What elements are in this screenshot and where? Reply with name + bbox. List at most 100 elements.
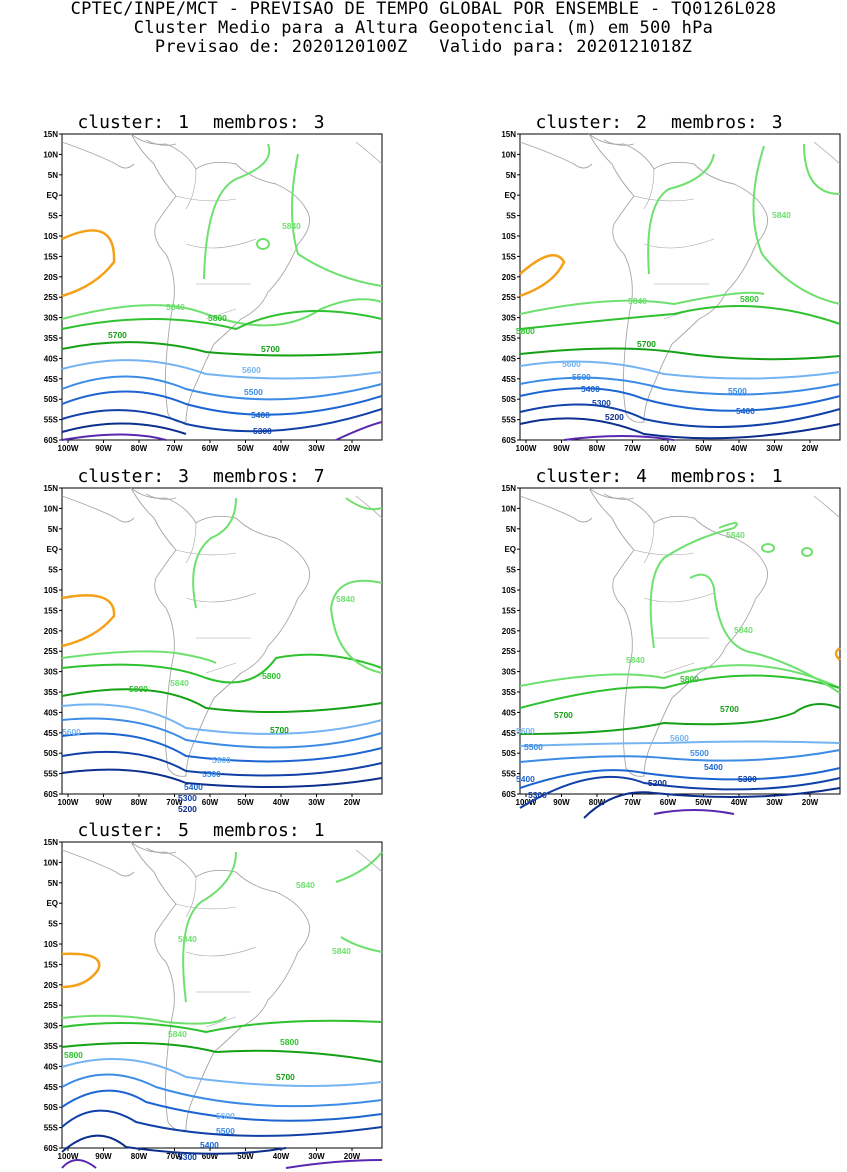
lat-tick-label: 5S bbox=[48, 566, 58, 575]
lon-tick-label: 80W bbox=[131, 798, 148, 807]
lon-tick-label: 90W bbox=[553, 798, 570, 807]
contour-label: 5700 bbox=[554, 710, 573, 720]
lat-tick-label: 25S bbox=[502, 647, 517, 656]
map-frame bbox=[519, 487, 841, 795]
contour-label: 5800 bbox=[740, 294, 759, 304]
contour-label: 5600 bbox=[242, 365, 261, 375]
lon-tick-label: 50W bbox=[695, 444, 712, 453]
lat-tick-label: 35S bbox=[44, 1042, 59, 1051]
lat-tick-label: 40S bbox=[502, 708, 517, 717]
lat-tick-label: 30S bbox=[502, 314, 517, 323]
lat-tick-label: 55S bbox=[502, 770, 517, 779]
panel-title: cluster: 1 membros: 3 bbox=[36, 112, 366, 133]
lat-tick-label: 25S bbox=[44, 1001, 59, 1010]
contour-layer bbox=[61, 497, 383, 788]
lat-tick-label: 50S bbox=[44, 395, 59, 404]
contour-label: 5800 bbox=[280, 1037, 299, 1047]
cluster-number: 1 bbox=[178, 112, 189, 133]
contour-labels: 5840 5840 5800 5700 5700 5600 5500 5400 … bbox=[108, 221, 301, 436]
contour-label: 5700 bbox=[261, 344, 280, 354]
lon-tick-label: 90W bbox=[95, 444, 112, 453]
header-line-2: Cluster Medio para a Altura Geopotencial… bbox=[133, 18, 714, 38]
lat-tick-label: 10S bbox=[44, 232, 59, 241]
lat-tick-label: 40S bbox=[44, 1062, 59, 1071]
country-borders bbox=[175, 168, 257, 320]
lon-tick-label: 60W bbox=[202, 798, 219, 807]
lat-tick-label: 35S bbox=[502, 334, 517, 343]
lon-tick-label: 70W bbox=[624, 798, 641, 807]
contour-label: 5840 bbox=[166, 302, 185, 312]
country-borders bbox=[175, 876, 257, 1028]
lat-tick-label: EQ bbox=[504, 545, 516, 554]
lat-tick-label: 15S bbox=[502, 606, 517, 615]
contour-layer bbox=[61, 851, 383, 1169]
lat-tick-label: 20S bbox=[502, 273, 517, 282]
contour-label: 5300 bbox=[253, 426, 272, 436]
contour-label: 5500 bbox=[244, 387, 263, 397]
lat-tick-label: 5N bbox=[506, 171, 516, 180]
lat-tick-label: 50S bbox=[502, 395, 517, 404]
africa-coast bbox=[355, 495, 383, 519]
axis-layer: 15N10N5NEQ5S10S15S20S25S30S35S40S45S50S5… bbox=[43, 484, 383, 807]
contour-label: 5840 bbox=[726, 530, 745, 540]
lat-tick-label: 60S bbox=[44, 790, 59, 799]
contour-label: 5700 bbox=[108, 330, 127, 340]
lon-tick-label: 50W bbox=[237, 444, 254, 453]
contour-label: 5800 bbox=[516, 326, 535, 336]
members-number: 1 bbox=[313, 820, 325, 841]
contour-label: 5400 bbox=[581, 384, 600, 394]
contour-labels: 5840 5840 5800 5800 5700 5600 5500 5500 … bbox=[516, 210, 791, 422]
contour-label: 5840 bbox=[628, 296, 647, 306]
lat-tick-label: 15S bbox=[502, 252, 517, 261]
lon-tick-label: 30W bbox=[308, 444, 325, 453]
cluster-panel-2: cluster: 2 membros: 3 15N 10N 5N EQ 5S 10S 15S 20S… bbox=[494, 112, 841, 453]
contour-label: 5600 bbox=[516, 726, 535, 736]
lat-tick-label: 55S bbox=[44, 1124, 59, 1133]
lat-tick-label: 15S bbox=[44, 606, 59, 615]
cluster-label: cluster: bbox=[77, 112, 165, 133]
contour-label: 5300 bbox=[528, 790, 547, 800]
lon-tick-label: 40W bbox=[731, 798, 748, 807]
cluster-number: 2 bbox=[636, 112, 647, 133]
lon-tick-label: 60W bbox=[660, 798, 677, 807]
panel-title: cluster: 5 membros: 1 bbox=[36, 820, 366, 841]
cluster-panel-5: cluster: 5 membros: 1 15N 10N 5N EQ 5S 10S 15S 20S… bbox=[36, 820, 383, 1169]
cluster-label: cluster: bbox=[77, 820, 165, 841]
members-label: membros: bbox=[671, 466, 758, 487]
contour-label: 5840 bbox=[178, 934, 197, 944]
members-label: membros: bbox=[213, 112, 300, 133]
lon-tick-label: 50W bbox=[695, 798, 712, 807]
geopotential-map: 15N 10N 5N EQ 5S 10S 15S 20S 25S 30S 35S 40S 45S 50S 5… bbox=[43, 130, 383, 453]
lat-tick-label: 5S bbox=[48, 212, 58, 221]
country-borders bbox=[633, 522, 715, 674]
members-number: 3 bbox=[771, 112, 783, 133]
lat-tick-label: EQ bbox=[504, 191, 516, 200]
contour-label: 5700 bbox=[276, 1072, 295, 1082]
contour-label: 5200 bbox=[648, 778, 667, 788]
axis-layer: 15N10N5NEQ5S10S15S20S25S30S35S40S45S50S5… bbox=[501, 130, 841, 453]
contour-label: 5600 bbox=[670, 733, 689, 743]
contour-label: 5400 bbox=[736, 406, 755, 416]
lon-tick-label: 40W bbox=[731, 444, 748, 453]
lat-tick-label: 30S bbox=[44, 1022, 59, 1031]
lon-tick-label: 30W bbox=[766, 444, 783, 453]
lat-tick-label: 10N bbox=[43, 858, 58, 867]
cluster-panel-4: cluster: 4 membros: 1 15N 10N 5N EQ 5S 10S 15S 20S… bbox=[494, 466, 841, 819]
lat-tick-label: 25S bbox=[44, 293, 59, 302]
contour-label: 5600 bbox=[216, 1111, 235, 1121]
lon-tick-label: 80W bbox=[131, 444, 148, 453]
lat-tick-label: 5N bbox=[506, 525, 516, 534]
geopotential-map: 15N 10N 5N EQ 5S 10S 15S 20S 25S 30S 35S 40S 45S 50S 5… bbox=[43, 838, 383, 1169]
members-number: 1 bbox=[771, 466, 783, 487]
contour-label: 5500 bbox=[690, 748, 709, 758]
figure-header: CPTEC/INPE/MCT - PREVISAO DE TEMPO GLOBA… bbox=[0, 0, 847, 57]
lat-tick-label: 50S bbox=[502, 749, 517, 758]
contour-layer bbox=[519, 143, 841, 441]
header-line-3: Previsao de: 2020120100Z Valido para: 20… bbox=[154, 37, 693, 57]
cluster-number: 3 bbox=[178, 466, 189, 487]
lon-tick-label: 30W bbox=[766, 798, 783, 807]
members-label: membros: bbox=[213, 466, 300, 487]
south-america-outline bbox=[588, 487, 769, 777]
lon-tick-label: 70W bbox=[624, 444, 641, 453]
lat-tick-label: 10N bbox=[43, 150, 58, 159]
